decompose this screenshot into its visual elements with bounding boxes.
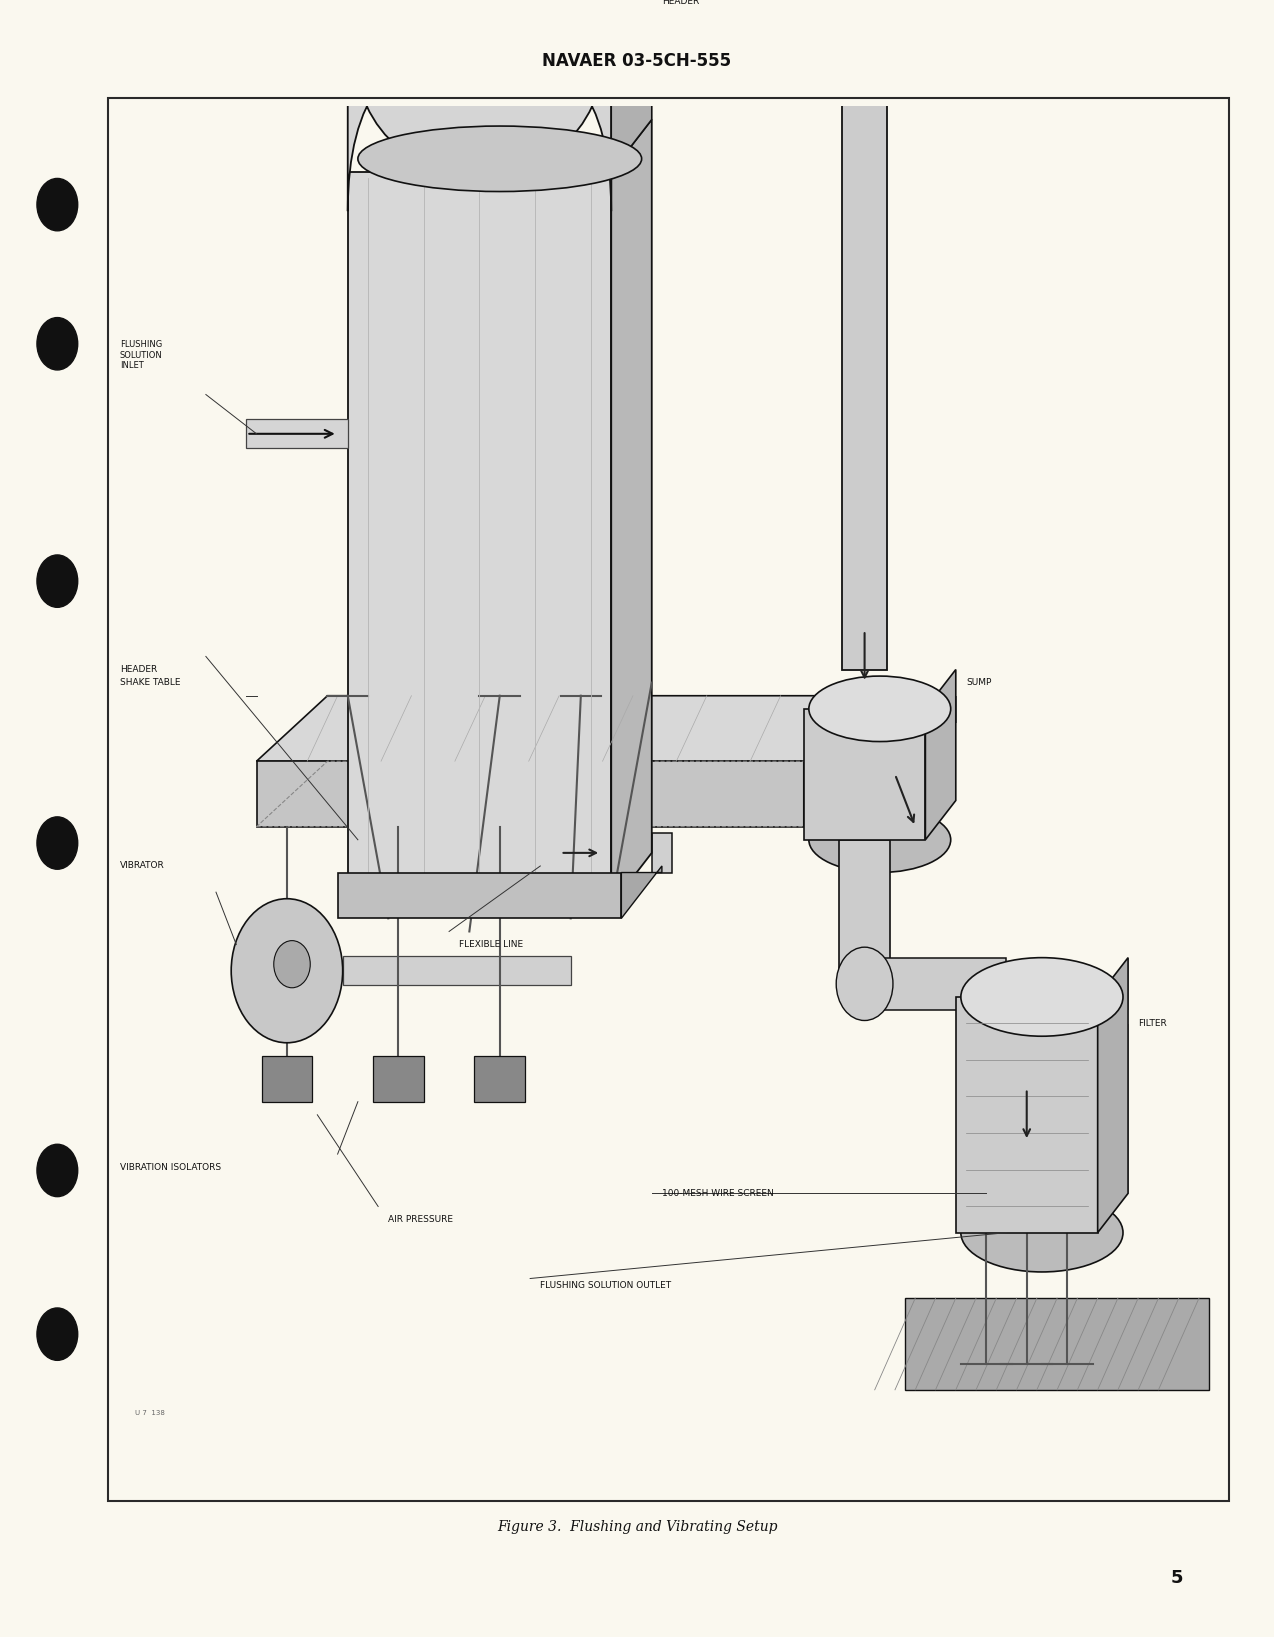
Ellipse shape [961,958,1122,1036]
Ellipse shape [368,0,632,87]
Polygon shape [652,833,673,873]
Circle shape [231,899,343,1043]
Polygon shape [622,866,662,918]
Circle shape [37,178,78,231]
Polygon shape [343,956,571,985]
Polygon shape [925,670,956,840]
Text: FLUSHING
SOLUTION
INLET: FLUSHING SOLUTION INLET [120,340,163,370]
Polygon shape [246,419,348,449]
FancyBboxPatch shape [348,2,612,211]
Text: NAVAER 03-5CH-555: NAVAER 03-5CH-555 [543,52,731,69]
Polygon shape [804,696,875,827]
Text: FILTER: FILTER [1138,1018,1167,1028]
Text: U 7  138: U 7 138 [135,1409,164,1416]
Text: SHAKE TABLE: SHAKE TABLE [120,678,180,688]
Polygon shape [502,0,538,2]
Text: 100-MESH WIRE SCREEN: 100-MESH WIRE SCREEN [662,1188,773,1198]
Text: HEADER: HEADER [662,0,699,7]
Bar [108,98,1229,1501]
Text: 5: 5 [1171,1570,1184,1586]
Text: VIBRATOR: VIBRATOR [120,861,164,871]
Text: SUMP: SUMP [966,678,991,688]
Ellipse shape [961,1193,1122,1272]
Circle shape [274,941,311,987]
Polygon shape [256,696,875,761]
Bar [256,761,804,827]
Polygon shape [840,840,891,984]
Bar [338,873,622,918]
Circle shape [37,1308,78,1360]
Circle shape [37,318,78,370]
Polygon shape [865,958,1006,1010]
Bar [348,172,612,905]
Circle shape [37,555,78,607]
Text: FLEXIBLE LINE: FLEXIBLE LINE [459,940,524,949]
Polygon shape [422,0,456,15]
Text: Figure 3.  Flushing and Vibrating Setup: Figure 3. Flushing and Vibrating Setup [497,1521,777,1534]
Polygon shape [1098,958,1127,1233]
Ellipse shape [809,807,950,873]
Text: FLUSHING SOLUTION OUTLET: FLUSHING SOLUTION OUTLET [540,1280,671,1290]
Bar [956,997,1098,1233]
Polygon shape [842,0,888,670]
Ellipse shape [358,126,642,192]
Circle shape [37,1144,78,1197]
Bar [804,709,925,840]
Polygon shape [612,120,652,905]
Circle shape [37,817,78,869]
Text: VIBRATION ISOLATORS: VIBRATION ISOLATORS [120,1162,220,1172]
Text: HEADER: HEADER [120,665,157,674]
Bar [373,1056,424,1102]
Circle shape [836,948,893,1020]
Text: AIR PRESSURE: AIR PRESSURE [389,1215,454,1224]
Bar [474,1056,525,1102]
Bar [261,1056,312,1102]
Ellipse shape [809,676,950,742]
Polygon shape [612,0,652,172]
Polygon shape [905,1298,1209,1390]
